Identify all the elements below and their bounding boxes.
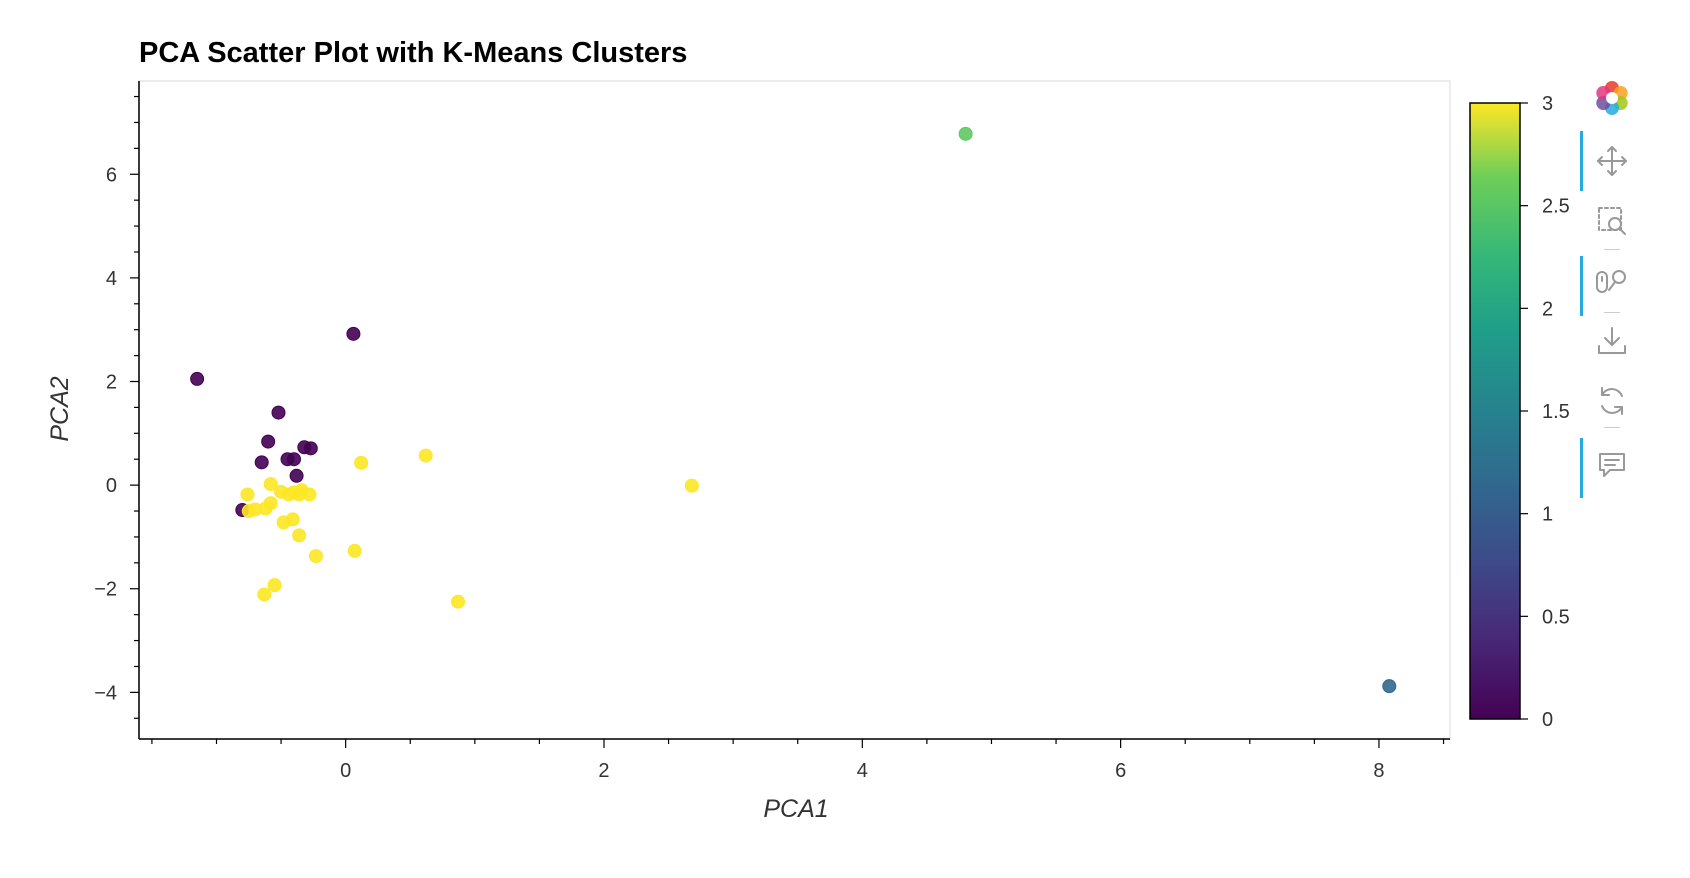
plot-frame[interactable] [138,80,1451,740]
x-tick-label: 2 [598,760,609,782]
y-axis: −4 −2 0 2 4 6 [94,81,140,739]
pan-icon[interactable] [1594,143,1630,179]
x-tick-label: 6 [1115,760,1126,782]
data-point[interactable] [292,528,307,543]
pan-active-indicator [1580,131,1583,191]
data-point[interactable] [241,504,256,519]
colorbar-tick-label: 2 [1542,298,1553,320]
bokeh-logo-icon[interactable] [1594,80,1630,116]
toolbar-divider [1604,427,1620,428]
y-tick-label: 2 [106,372,117,394]
data-point[interactable] [302,487,317,502]
toolbar-divider [1604,249,1620,250]
x-tick-label: 8 [1373,760,1384,782]
data-point[interactable] [190,371,205,386]
colorbar-tick-label: 0 [1542,709,1553,731]
y-tick-label: 4 [106,268,117,290]
y-tick-label: 0 [106,475,117,497]
data-point[interactable] [267,578,282,593]
hover-active-indicator [1580,438,1583,498]
y-tick-label: 6 [106,164,117,186]
data-point[interactable] [346,326,361,341]
chart-title: PCA Scatter Plot with K-Means Clusters [139,37,687,69]
data-point[interactable] [451,594,466,609]
x-tick-label: 4 [857,760,868,782]
colorbar-ticks: 0 0.5 1 1.5 2 2.5 3 [1520,93,1570,731]
toolbar [1580,78,1640,518]
data-point[interactable] [240,487,255,502]
y-tick-label: −2 [94,579,117,601]
colorbar-tick-label: 2.5 [1542,196,1570,218]
data-points [190,126,1397,694]
y-axis-label: PCA2 [46,376,74,441]
colorbar-tick-label: 3 [1542,93,1553,115]
data-point[interactable] [684,478,699,493]
x-tick-label: 0 [340,760,351,782]
toolbar-divider [1604,312,1620,313]
data-point[interactable] [418,448,433,463]
data-point[interactable] [1382,679,1397,694]
data-point[interactable] [303,441,318,456]
data-point[interactable] [271,405,286,420]
wheel-zoom-active-indicator [1580,256,1583,316]
colorbar-tick-label: 1 [1542,504,1553,526]
colorbar: 0 0.5 1 1.5 2 2.5 3 [1469,93,1570,731]
data-point[interactable] [263,477,278,492]
colorbar-gradient [1469,102,1521,720]
x-axis-label: PCA1 [763,795,828,823]
data-point[interactable] [285,512,300,527]
data-point[interactable] [354,455,369,470]
colorbar-tick-label: 1.5 [1542,401,1570,423]
data-point[interactable] [286,452,301,467]
save-icon[interactable] [1594,323,1630,359]
data-point[interactable] [289,468,304,483]
data-point[interactable] [254,455,269,470]
data-point[interactable] [257,587,272,602]
data-point[interactable] [308,549,323,564]
hover-icon[interactable] [1594,446,1630,482]
wheel-zoom-icon[interactable] [1594,264,1630,300]
data-point[interactable] [958,126,973,141]
reset-icon[interactable] [1594,383,1630,419]
colorbar-tick-label: 0.5 [1542,606,1570,628]
data-point[interactable] [261,434,276,449]
x-axis: 0 2 4 6 8 [139,738,1450,782]
box-zoom-icon[interactable] [1594,203,1630,239]
y-tick-label: −4 [94,682,117,704]
data-point[interactable] [347,543,362,558]
